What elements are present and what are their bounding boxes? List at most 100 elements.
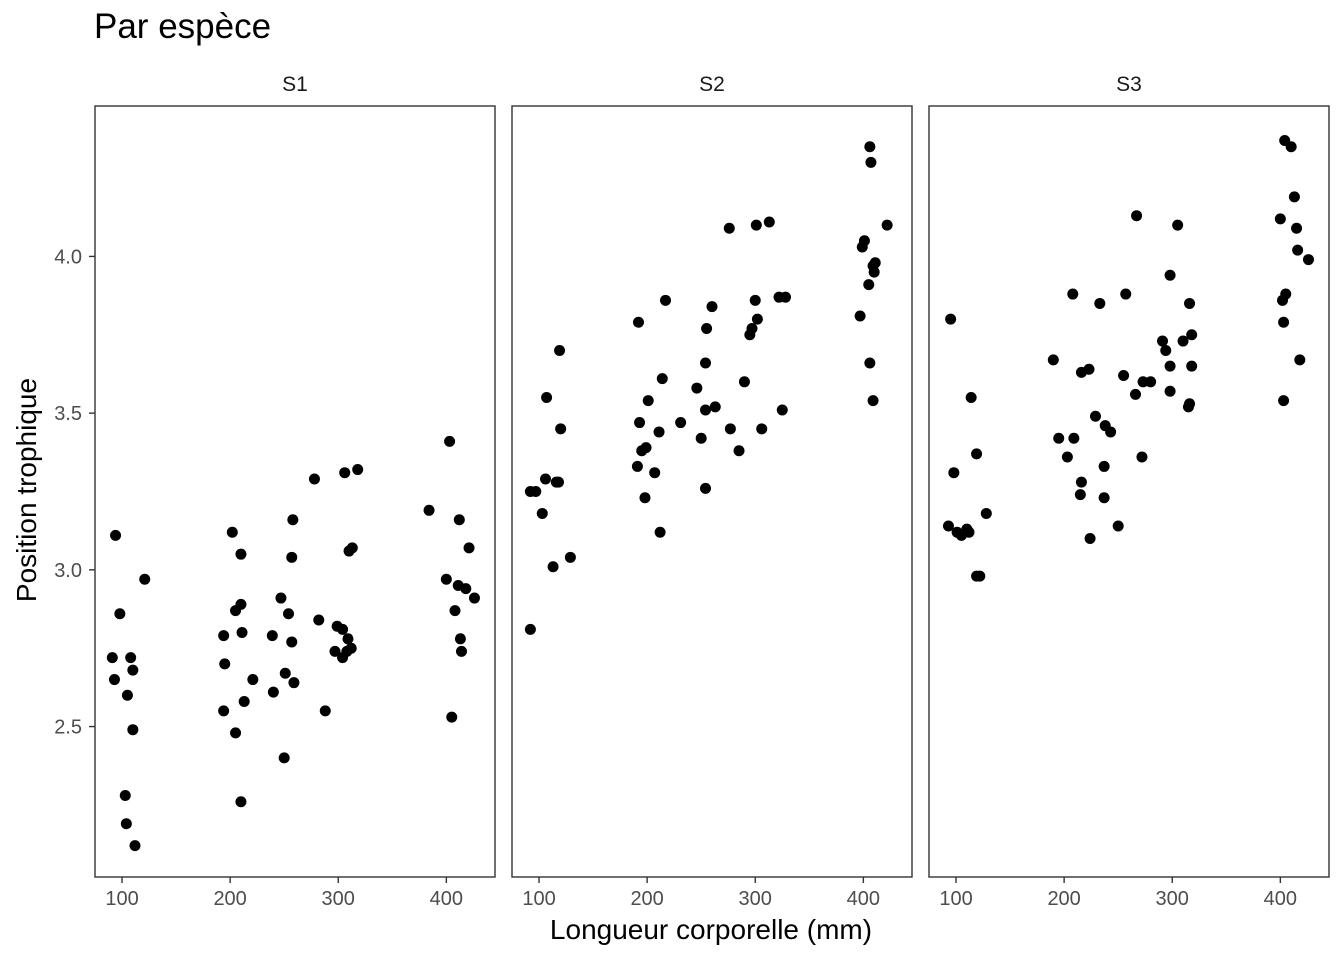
data-point: [642, 395, 654, 407]
data-point: [654, 526, 666, 538]
data-point: [120, 818, 132, 830]
data-point: [468, 592, 480, 604]
data-point: [656, 373, 668, 385]
data-point: [308, 473, 320, 485]
data-point: [1186, 329, 1198, 341]
data-point: [287, 514, 299, 526]
data-point: [1278, 395, 1290, 407]
data-point: [749, 294, 761, 306]
data-point: [632, 316, 644, 328]
y-tick-label: 3.0: [54, 560, 82, 582]
data-point: [1274, 213, 1286, 225]
data-point: [1294, 354, 1306, 366]
data-point: [1061, 451, 1073, 463]
data-point: [554, 344, 566, 356]
data-point: [868, 266, 880, 278]
data-point: [751, 313, 763, 325]
facet-panels: S1 100 200 300 400 S2 100 200 300 400 S3 100 200 300 4…: [94, 73, 1330, 910]
data-point: [963, 526, 975, 538]
data-point: [1277, 294, 1289, 306]
data-point: [345, 642, 357, 654]
data-point: [125, 652, 137, 664]
data-point: [1160, 344, 1172, 356]
data-point: [744, 329, 756, 341]
data-point: [530, 486, 542, 497]
data-point: [108, 674, 120, 686]
data-point: [121, 689, 133, 701]
data-point: [463, 542, 475, 554]
data-point: [1053, 432, 1065, 444]
data-point: [1074, 489, 1086, 501]
data-point: [1098, 460, 1110, 472]
data-point: [1177, 335, 1189, 347]
data-point: [339, 467, 351, 479]
data-point: [1094, 297, 1106, 309]
data-point: [1105, 426, 1117, 438]
data-point: [524, 623, 536, 635]
data-point: [675, 417, 687, 429]
data-point: [453, 514, 465, 526]
data-point: [446, 711, 458, 723]
data-point: [555, 423, 567, 435]
data-point: [738, 376, 750, 388]
data-point: [1164, 385, 1176, 397]
data-point: [1302, 254, 1314, 266]
data-point: [1047, 354, 1059, 366]
facet-points: [524, 141, 893, 635]
facet-strip-label: S2: [699, 73, 725, 96]
data-point: [129, 840, 141, 852]
data-point: [286, 551, 298, 563]
data-point: [267, 686, 279, 698]
data-point: [695, 432, 707, 444]
panel-border: [928, 105, 1330, 878]
data-point: [346, 542, 358, 554]
data-point: [266, 630, 278, 642]
data-point: [1278, 316, 1290, 328]
y-axis-title: Position trophique: [11, 378, 42, 602]
data-point: [106, 652, 118, 664]
data-point: [756, 423, 768, 435]
data-point: [700, 357, 712, 369]
data-point: [547, 561, 559, 573]
data-point: [226, 526, 238, 538]
x-tick-label: 300: [322, 888, 355, 910]
data-point: [286, 636, 298, 648]
data-point: [1083, 363, 1095, 375]
data-point: [238, 695, 250, 707]
data-point: [864, 357, 876, 369]
data-point: [1285, 141, 1297, 153]
data-point: [337, 623, 349, 635]
x-axis-ticks: 100 200 300 400: [105, 877, 463, 910]
panel-border: [94, 105, 496, 878]
data-point: [1118, 370, 1130, 382]
data-point: [235, 598, 247, 610]
data-point: [536, 507, 548, 519]
data-point: [564, 551, 576, 563]
y-axis: 2.5 3.0 3.5 4.0: [54, 246, 95, 739]
data-point: [1098, 492, 1110, 504]
data-point: [423, 504, 435, 516]
data-point: [440, 573, 452, 585]
x-tick-label: 400: [1264, 888, 1297, 910]
data-point: [283, 608, 295, 620]
data-point: [119, 790, 131, 802]
data-point: [864, 141, 876, 153]
data-point: [218, 630, 230, 642]
data-point: [1131, 210, 1143, 222]
data-point: [776, 404, 788, 416]
data-point: [235, 548, 247, 560]
x-axis-title: Longueur corporelle (mm): [550, 914, 872, 945]
data-point: [1186, 360, 1198, 372]
data-point: [701, 323, 713, 335]
facet-panel-s3: S3 100 200 300 400: [928, 73, 1330, 910]
x-axis-ticks: 100 200 300 400: [939, 877, 1297, 910]
data-point: [139, 573, 151, 585]
data-point: [219, 658, 231, 670]
data-point: [965, 391, 977, 403]
data-point: [114, 608, 126, 620]
data-point: [449, 605, 461, 617]
facet-points: [106, 435, 480, 852]
data-point: [319, 705, 331, 717]
chart-title: Par espèce: [94, 7, 271, 46]
x-tick-label: 100: [939, 888, 972, 910]
